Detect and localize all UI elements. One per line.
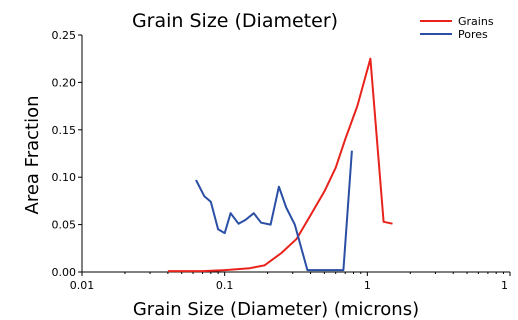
series-line-pores <box>195 150 353 272</box>
y-tick-label: 0.20 <box>52 76 77 89</box>
y-axis-label: Area Fraction <box>22 96 43 215</box>
legend-label-pores: Pores <box>458 28 488 41</box>
y-tick-label: 0.10 <box>52 171 77 184</box>
chart-title: Grain Size (Diameter) <box>132 10 338 32</box>
x-axis-label: Grain Size (Diameter) (microns) <box>133 299 419 320</box>
y-tick-label: 0.05 <box>52 219 77 232</box>
y-axis-ticks: 0.00 0.05 0.10 0.15 0.20 0.25 <box>52 29 82 279</box>
y-tick-label: 0.25 <box>52 29 77 42</box>
series-layer <box>167 57 393 273</box>
y-tick-label: 0.15 <box>52 124 77 137</box>
x-tick-label: 1 <box>501 279 508 292</box>
legend-label-grains: Grains <box>458 15 494 28</box>
x-axis-ticks: 0.01 0.1 1 1 <box>70 272 511 292</box>
series-line-grains <box>167 57 393 273</box>
x-tick-label: 0.01 <box>70 279 95 292</box>
x-tick-label: 1 <box>364 279 371 292</box>
y-tick-label: 0.00 <box>52 266 77 279</box>
x-tick-label: 0.1 <box>216 279 234 292</box>
